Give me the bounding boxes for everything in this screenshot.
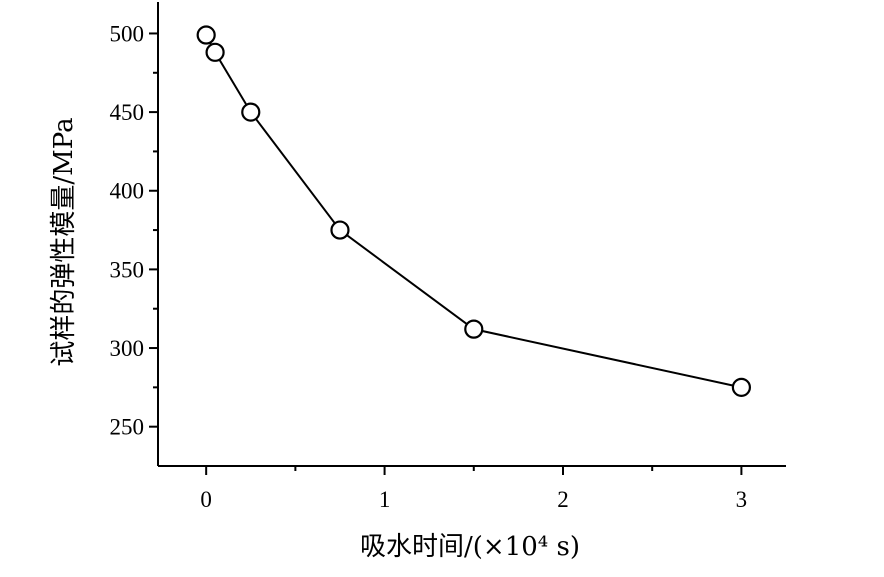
x-tick-label: 3 [736,487,748,512]
x-axis-label: 吸水时间/(×10⁴ s) [360,532,580,562]
y-tick-label: 250 [110,415,145,440]
x-tick-label: 0 [200,487,212,512]
x-ticks: 0 1 2 3 [200,466,747,512]
y-tick-label: 400 [110,179,145,204]
x-tick-label: 1 [379,487,391,512]
y-axis-label: 试样的弹性模量/MPa [49,117,79,366]
y-ticks: 250 300 350 400 450 500 [110,21,158,440]
data-point [241,102,261,122]
y-tick-label: 350 [110,257,145,282]
y-tick-label: 300 [110,336,145,361]
data-point [196,25,216,45]
x-tick-label: 2 [557,487,569,512]
data-points [196,25,751,397]
data-point [330,220,350,240]
data-point [464,319,484,339]
y-tick-label: 500 [110,21,145,46]
data-point [731,377,751,397]
data-point [205,42,225,62]
y-tick-label: 450 [110,100,145,125]
axes: 250 300 350 400 450 500 0 1 2 3 [110,2,786,512]
series-group [196,25,751,397]
